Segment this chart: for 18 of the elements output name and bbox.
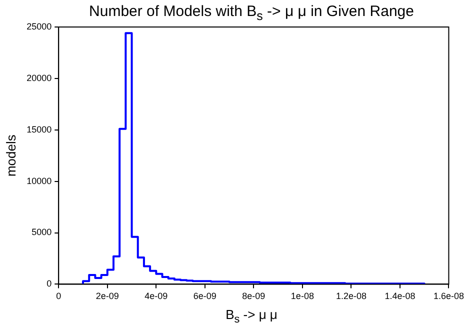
y-tick-label: 5000: [32, 227, 52, 238]
y-tick-label: 15000: [26, 124, 52, 134]
x-axis-title: B$_{s}$ -> μ μ: [224, 307, 278, 326]
x-tick-label: 1e-08: [290, 291, 314, 302]
x-tick-label: 1.2e-08: [336, 291, 366, 302]
x-tick-label: 4e-09: [144, 291, 168, 302]
y-tick-label: 20000: [26, 72, 52, 83]
x-tick-label: 1.4e-08: [384, 291, 416, 302]
x-tick-label: 2e-09: [96, 291, 119, 302]
x-tick-label: 1.6e-08: [433, 291, 464, 302]
y-tick-label: 10000: [26, 176, 52, 186]
x-tick-label: 6e-09: [193, 291, 216, 302]
y-tick-label: 25000: [26, 21, 52, 32]
x-tick-label: 0: [56, 291, 62, 302]
y-axis-title: models: [3, 134, 18, 177]
chart-title: Number of Models with B$_{s}$ -> μ μ in Given Range: [88, 3, 415, 23]
y-tick-label: 0: [46, 278, 52, 289]
x-tick-label: 8e-09: [242, 291, 266, 302]
